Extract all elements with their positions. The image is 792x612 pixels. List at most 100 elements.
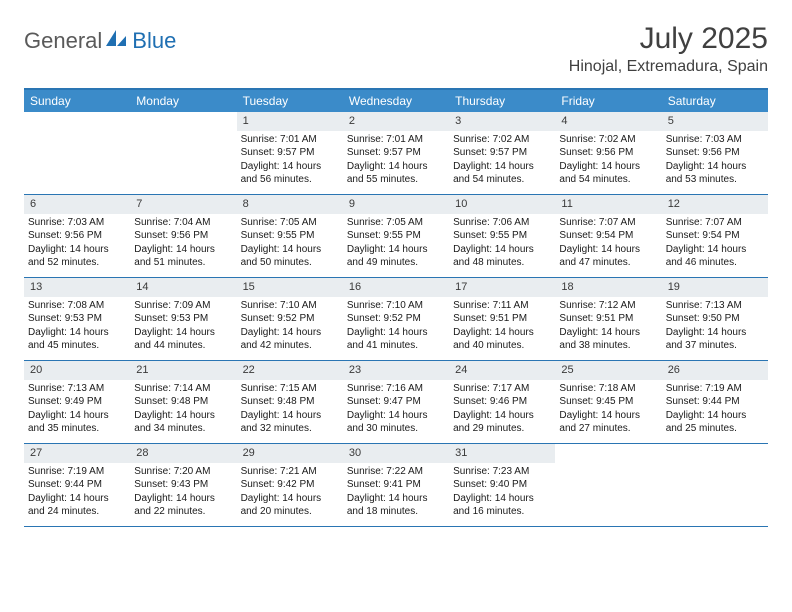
day-body: Sunrise: 7:10 AMSunset: 9:52 PMDaylight:…: [343, 297, 449, 359]
sunrise-line: Sunrise: 7:19 AM: [28, 465, 126, 479]
sunrise-line: Sunrise: 7:10 AM: [347, 299, 445, 313]
day-number: 7: [130, 195, 236, 214]
sunrise-line: Sunrise: 7:20 AM: [134, 465, 232, 479]
sunset-line: Sunset: 9:50 PM: [666, 312, 764, 326]
sunrise-line: Sunrise: 7:02 AM: [559, 133, 657, 147]
day-number: 12: [662, 195, 768, 214]
daylight-line: Daylight: 14 hours and 29 minutes.: [453, 409, 551, 436]
sunset-line: Sunset: 9:56 PM: [559, 146, 657, 160]
sunrise-line: Sunrise: 7:07 AM: [559, 216, 657, 230]
sunrise-line: Sunrise: 7:02 AM: [453, 133, 551, 147]
day-body: Sunrise: 7:22 AMSunset: 9:41 PMDaylight:…: [343, 463, 449, 525]
day-body: Sunrise: 7:02 AMSunset: 9:57 PMDaylight:…: [449, 131, 555, 193]
calendar-day-cell: 17Sunrise: 7:11 AMSunset: 9:51 PMDayligh…: [449, 278, 555, 360]
day-body: Sunrise: 7:23 AMSunset: 9:40 PMDaylight:…: [449, 463, 555, 525]
calendar-day-cell: 26Sunrise: 7:19 AMSunset: 9:44 PMDayligh…: [662, 361, 768, 443]
calendar-day-cell: 11Sunrise: 7:07 AMSunset: 9:54 PMDayligh…: [555, 195, 661, 277]
day-number: 16: [343, 278, 449, 297]
calendar-day-cell: 31Sunrise: 7:23 AMSunset: 9:40 PMDayligh…: [449, 444, 555, 526]
day-body: Sunrise: 7:07 AMSunset: 9:54 PMDaylight:…: [555, 214, 661, 276]
day-number: 28: [130, 444, 236, 463]
day-body: Sunrise: 7:10 AMSunset: 9:52 PMDaylight:…: [237, 297, 343, 359]
sunrise-line: Sunrise: 7:09 AM: [134, 299, 232, 313]
sunset-line: Sunset: 9:57 PM: [453, 146, 551, 160]
weekday-header: Tuesday: [237, 90, 343, 112]
sunrise-line: Sunrise: 7:01 AM: [347, 133, 445, 147]
day-number: 24: [449, 361, 555, 380]
sunrise-line: Sunrise: 7:15 AM: [241, 382, 339, 396]
calendar-day-cell: 20Sunrise: 7:13 AMSunset: 9:49 PMDayligh…: [24, 361, 130, 443]
sunset-line: Sunset: 9:54 PM: [559, 229, 657, 243]
sunset-line: Sunset: 9:41 PM: [347, 478, 445, 492]
sunset-line: Sunset: 9:46 PM: [453, 395, 551, 409]
sunrise-line: Sunrise: 7:19 AM: [666, 382, 764, 396]
calendar-day-cell: 6Sunrise: 7:03 AMSunset: 9:56 PMDaylight…: [24, 195, 130, 277]
day-body: Sunrise: 7:03 AMSunset: 9:56 PMDaylight:…: [662, 131, 768, 193]
day-number: 4: [555, 112, 661, 131]
calendar-day-cell: 8Sunrise: 7:05 AMSunset: 9:55 PMDaylight…: [237, 195, 343, 277]
calendar-day-cell: 22Sunrise: 7:15 AMSunset: 9:48 PMDayligh…: [237, 361, 343, 443]
sunset-line: Sunset: 9:44 PM: [28, 478, 126, 492]
daylight-line: Daylight: 14 hours and 37 minutes.: [666, 326, 764, 353]
brand-word-1: General: [24, 28, 102, 54]
day-number: 22: [237, 361, 343, 380]
sunset-line: Sunset: 9:47 PM: [347, 395, 445, 409]
day-body: Sunrise: 7:21 AMSunset: 9:42 PMDaylight:…: [237, 463, 343, 525]
sunset-line: Sunset: 9:56 PM: [28, 229, 126, 243]
sunset-line: Sunset: 9:55 PM: [453, 229, 551, 243]
month-year-title: July 2025: [569, 22, 768, 56]
daylight-line: Daylight: 14 hours and 54 minutes.: [559, 160, 657, 187]
day-number: 3: [449, 112, 555, 131]
daylight-line: Daylight: 14 hours and 56 minutes.: [241, 160, 339, 187]
page-header: General Blue July 2025 Hinojal, Extremad…: [24, 22, 768, 76]
calendar-day-cell: 18Sunrise: 7:12 AMSunset: 9:51 PMDayligh…: [555, 278, 661, 360]
sunrise-line: Sunrise: 7:03 AM: [28, 216, 126, 230]
calendar-week-row: 27Sunrise: 7:19 AMSunset: 9:44 PMDayligh…: [24, 444, 768, 527]
daylight-line: Daylight: 14 hours and 38 minutes.: [559, 326, 657, 353]
day-body: Sunrise: 7:07 AMSunset: 9:54 PMDaylight:…: [662, 214, 768, 276]
day-body: Sunrise: 7:05 AMSunset: 9:55 PMDaylight:…: [343, 214, 449, 276]
day-number: 8: [237, 195, 343, 214]
day-number: 26: [662, 361, 768, 380]
calendar-day-cell: 13Sunrise: 7:08 AMSunset: 9:53 PMDayligh…: [24, 278, 130, 360]
sunrise-line: Sunrise: 7:21 AM: [241, 465, 339, 479]
day-number: 2: [343, 112, 449, 131]
calendar-day-cell: .: [555, 444, 661, 526]
daylight-line: Daylight: 14 hours and 45 minutes.: [28, 326, 126, 353]
day-body: Sunrise: 7:11 AMSunset: 9:51 PMDaylight:…: [449, 297, 555, 359]
day-body: Sunrise: 7:13 AMSunset: 9:50 PMDaylight:…: [662, 297, 768, 359]
weekday-header: Friday: [555, 90, 661, 112]
daylight-line: Daylight: 14 hours and 35 minutes.: [28, 409, 126, 436]
daylight-line: Daylight: 14 hours and 24 minutes.: [28, 492, 126, 519]
calendar-week-row: 20Sunrise: 7:13 AMSunset: 9:49 PMDayligh…: [24, 361, 768, 444]
day-body: Sunrise: 7:19 AMSunset: 9:44 PMDaylight:…: [662, 380, 768, 442]
sunset-line: Sunset: 9:45 PM: [559, 395, 657, 409]
sunrise-line: Sunrise: 7:04 AM: [134, 216, 232, 230]
day-number: 11: [555, 195, 661, 214]
daylight-line: Daylight: 14 hours and 44 minutes.: [134, 326, 232, 353]
day-number: 20: [24, 361, 130, 380]
sunset-line: Sunset: 9:42 PM: [241, 478, 339, 492]
daylight-line: Daylight: 14 hours and 32 minutes.: [241, 409, 339, 436]
calendar-day-cell: 23Sunrise: 7:16 AMSunset: 9:47 PMDayligh…: [343, 361, 449, 443]
daylight-line: Daylight: 14 hours and 47 minutes.: [559, 243, 657, 270]
calendar-day-cell: 15Sunrise: 7:10 AMSunset: 9:52 PMDayligh…: [237, 278, 343, 360]
sunset-line: Sunset: 9:49 PM: [28, 395, 126, 409]
calendar-day-cell: 2Sunrise: 7:01 AMSunset: 9:57 PMDaylight…: [343, 112, 449, 194]
day-number: 10: [449, 195, 555, 214]
calendar-day-cell: 30Sunrise: 7:22 AMSunset: 9:41 PMDayligh…: [343, 444, 449, 526]
day-body: Sunrise: 7:18 AMSunset: 9:45 PMDaylight:…: [555, 380, 661, 442]
day-body: Sunrise: 7:02 AMSunset: 9:56 PMDaylight:…: [555, 131, 661, 193]
day-number: 31: [449, 444, 555, 463]
day-number: 18: [555, 278, 661, 297]
daylight-line: Daylight: 14 hours and 49 minutes.: [347, 243, 445, 270]
sunrise-line: Sunrise: 7:07 AM: [666, 216, 764, 230]
day-number: 27: [24, 444, 130, 463]
day-body: Sunrise: 7:13 AMSunset: 9:49 PMDaylight:…: [24, 380, 130, 442]
weekday-header-row: SundayMondayTuesdayWednesdayThursdayFrid…: [24, 90, 768, 112]
daylight-line: Daylight: 14 hours and 18 minutes.: [347, 492, 445, 519]
daylight-line: Daylight: 14 hours and 34 minutes.: [134, 409, 232, 436]
calendar-day-cell: .: [662, 444, 768, 526]
day-number: 25: [555, 361, 661, 380]
sunset-line: Sunset: 9:44 PM: [666, 395, 764, 409]
